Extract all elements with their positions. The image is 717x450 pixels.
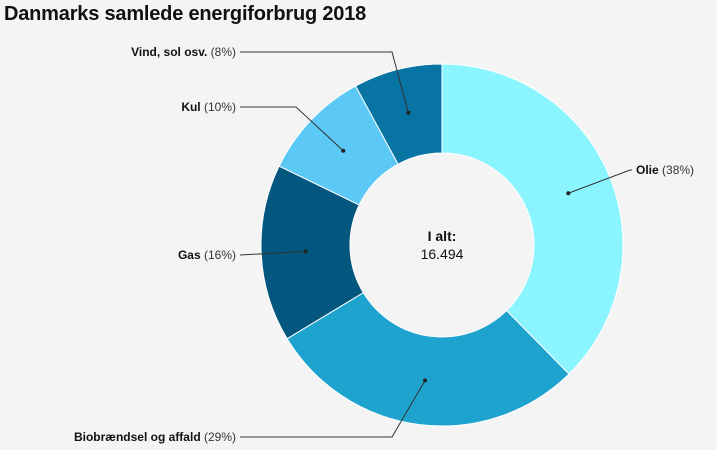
label-kul: Kul (10%): [181, 100, 236, 114]
slice-biobrændsel-og-affald: [286, 291, 570, 427]
label-vind-sol-osv: Vind, sol osv. (8%): [131, 45, 236, 59]
label-biobrændsel-og-affald: Biobrændsel og affald (29%): [74, 430, 236, 444]
leader-line-vind-sol-osv: [240, 51, 409, 113]
chart-title: Danmarks samlede energiforbrug 2018: [4, 3, 367, 25]
label-gas: Gas (16%): [178, 248, 236, 262]
leader-dot-vind-sol-osv: [406, 110, 411, 115]
leader-dot-gas: [303, 249, 308, 254]
leader-dot-biobrændsel-og-affald: [423, 378, 428, 383]
slice-olie: [441, 63, 624, 375]
center-label: I alt:: [428, 228, 457, 244]
leader-dot-olie: [566, 191, 571, 196]
slice-gas: [260, 165, 364, 340]
label-olie: Olie (38%): [636, 163, 694, 177]
leader-line-olie: [568, 169, 632, 194]
leader-line-biobrændsel-og-affald: [240, 380, 426, 438]
leader-line-kul: [240, 106, 344, 152]
slice-vind-sol-osv: [354, 63, 443, 165]
leader-dot-kul: [341, 148, 346, 153]
center-value: 16.494: [421, 246, 464, 262]
leader-line-gas: [239, 250, 306, 256]
